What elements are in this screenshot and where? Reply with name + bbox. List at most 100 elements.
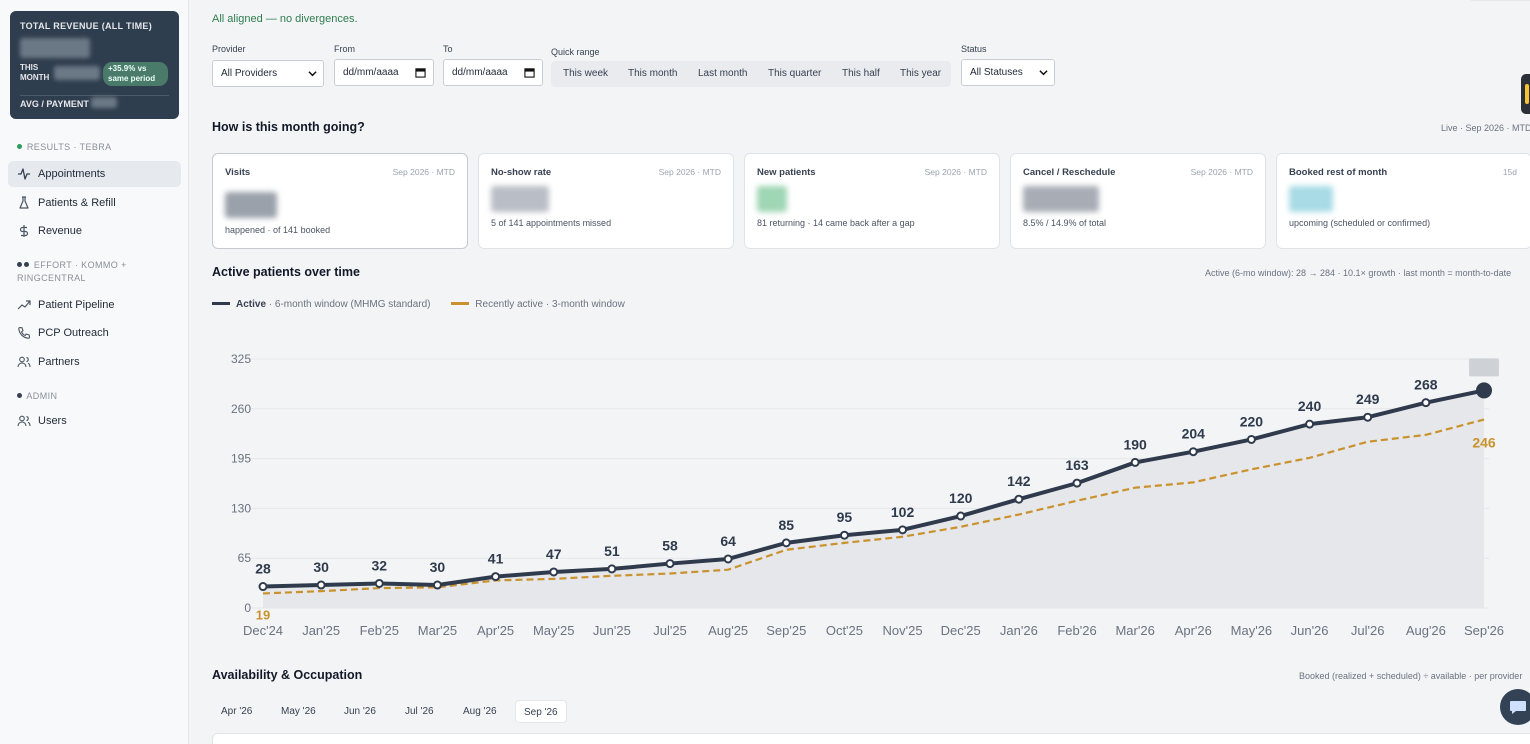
- from-date-input[interactable]: dd/mm/aaaa: [334, 59, 434, 86]
- quick-this-year[interactable]: This year: [900, 68, 942, 79]
- quick-range-group: This week This month Last month This qua…: [551, 61, 951, 87]
- sidebar-item-pcp-outreach[interactable]: PCP Outreach: [8, 320, 181, 346]
- data-point[interactable]: [258, 582, 268, 592]
- data-point[interactable]: [1014, 494, 1024, 504]
- calendar-icon[interactable]: [524, 67, 535, 78]
- tab-jul-26[interactable]: Jul '26: [405, 706, 434, 717]
- kpi-card-no-show-rate[interactable]: No-show rate Sep 2026 · MTD 5 of 141 app…: [478, 153, 734, 249]
- quick-this-half[interactable]: This half: [842, 68, 880, 79]
- status-dot: [24, 262, 29, 268]
- sidebar-item-users[interactable]: Users: [8, 408, 181, 434]
- legend-swatch: [451, 301, 470, 305]
- provider-select[interactable]: All Providers: [212, 60, 324, 87]
- kpi-value-hidden: [491, 186, 549, 212]
- data-point[interactable]: [1072, 478, 1082, 488]
- x-tick-label: Sep'25: [766, 623, 806, 638]
- data-point[interactable]: [723, 554, 733, 564]
- data-label: 30: [313, 559, 329, 575]
- to-label: To: [443, 44, 453, 54]
- avg-payment-value: [91, 97, 117, 108]
- provider-label: Provider: [212, 44, 246, 54]
- data-point[interactable]: [374, 578, 384, 588]
- data-point[interactable]: [839, 530, 849, 540]
- availability-section-note: Booked (realized + scheduled) ÷ availabl…: [1299, 671, 1523, 681]
- data-point[interactable]: [607, 564, 617, 574]
- data-label: 142: [1007, 473, 1031, 489]
- data-label: 204: [1182, 426, 1206, 442]
- sidebar-item-label: Partners: [38, 356, 80, 368]
- quick-range-label: Quick range: [551, 47, 600, 57]
- kpi-card-booked-rest-of-month[interactable]: Booked rest of month 15d upcoming (sched…: [1276, 153, 1530, 249]
- data-label: 58: [662, 538, 678, 554]
- quick-this-quarter[interactable]: This quarter: [768, 68, 822, 79]
- kpi-title: No-show rate: [491, 167, 552, 178]
- x-tick-label: Dec'24: [243, 623, 283, 638]
- data-point[interactable]: [1476, 382, 1492, 399]
- data-point[interactable]: [1305, 419, 1315, 429]
- recent-start-label: 19: [256, 607, 270, 622]
- recent-end-label: 246: [1472, 435, 1496, 451]
- data-point[interactable]: [1421, 398, 1431, 408]
- quick-last-month[interactable]: Last month: [698, 68, 748, 79]
- revenue-card: TOTAL REVENUE (ALL TIME) THIS MONTH +35.…: [10, 11, 179, 119]
- kpi-value-hidden: [225, 192, 277, 218]
- data-point[interactable]: [491, 572, 501, 582]
- chat-button[interactable]: [1500, 689, 1530, 725]
- x-tick-label: Apr'26: [1175, 623, 1212, 638]
- data-point[interactable]: [316, 580, 326, 590]
- tab-aug-26[interactable]: Aug '26: [463, 706, 497, 717]
- tab-apr-26[interactable]: Apr '26: [221, 706, 253, 717]
- legend-active-rest: · 6-month window (MHMG standard): [266, 299, 431, 310]
- calendar-icon[interactable]: [415, 67, 426, 78]
- x-tick-label: Aug'26: [1406, 623, 1446, 638]
- x-tick-label: Feb'25: [360, 623, 399, 638]
- data-label: 240: [1298, 398, 1322, 414]
- data-label: 51: [604, 543, 620, 559]
- kpi-card-new-patients[interactable]: New patients Sep 2026 · MTD 81 returning…: [744, 153, 1000, 249]
- data-point[interactable]: [665, 559, 675, 569]
- to-date-input[interactable]: dd/mm/aaaa: [443, 59, 543, 86]
- data-point[interactable]: [956, 511, 966, 521]
- legend-recent[interactable]: Recently active · 3-month window: [451, 299, 625, 310]
- legend-active[interactable]: Active · 6-month window (MHMG standard): [212, 299, 433, 310]
- series-line-recently-active: [262, 418, 1485, 595]
- tab-jun-26[interactable]: Jun '26: [344, 706, 376, 717]
- data-point[interactable]: [1246, 434, 1256, 444]
- kpi-period: Sep 2026 · MTD: [1190, 167, 1253, 177]
- y-tick-label: 195: [231, 452, 251, 466]
- status-dot: [17, 144, 22, 150]
- tab-sep-26[interactable]: Sep '26: [515, 700, 567, 723]
- quick-this-week[interactable]: This week: [563, 68, 609, 79]
- sidebar-item-appointments[interactable]: Appointments: [8, 161, 181, 187]
- quick-this-month[interactable]: This month: [628, 68, 678, 79]
- sidebar-item-patient-pipeline[interactable]: Patient Pipeline: [8, 292, 181, 318]
- sidebar-item-revenue[interactable]: Revenue: [8, 218, 181, 244]
- data-label: 41: [488, 551, 504, 567]
- x-tick-label: Feb'26: [1057, 623, 1096, 638]
- section-label: ADMIN: [26, 391, 58, 401]
- sidebar-item-partners[interactable]: Partners: [8, 349, 181, 375]
- data-point[interactable]: [1363, 412, 1373, 422]
- status-label: Status: [961, 44, 987, 54]
- data-point[interactable]: [898, 525, 908, 535]
- tab-may-26[interactable]: May '26: [281, 706, 316, 717]
- data-point[interactable]: [432, 580, 442, 590]
- x-tick-label: Dec'25: [941, 623, 981, 638]
- data-label: 47: [546, 546, 562, 562]
- dollar-icon: [17, 224, 31, 238]
- sidebar-item-label: Users: [38, 415, 67, 427]
- kpi-subtext: 81 returning · 14 came back after a gap: [757, 218, 915, 228]
- sidebar-item-patients-refill[interactable]: Patients & Refill: [8, 190, 181, 216]
- side-widget-handle[interactable]: [1521, 74, 1530, 114]
- data-point[interactable]: [781, 538, 791, 548]
- data-point[interactable]: [1130, 457, 1140, 467]
- data-point[interactable]: [549, 567, 559, 577]
- kpi-card-cancel-reschedule[interactable]: Cancel / Reschedule Sep 2026 · MTD 8.5% …: [1010, 153, 1266, 249]
- data-point[interactable]: [1188, 447, 1198, 457]
- active-section-title: Active patients over time: [212, 265, 360, 279]
- kpi-period: Sep 2026 · MTD: [924, 167, 987, 177]
- sidebar-item-label: PCP Outreach: [38, 327, 109, 339]
- status-select[interactable]: All Statuses: [961, 59, 1055, 86]
- kpi-card-visits[interactable]: Visits Sep 2026 · MTD happened · of 141 …: [212, 153, 468, 249]
- kpi-period: 15d: [1502, 167, 1517, 177]
